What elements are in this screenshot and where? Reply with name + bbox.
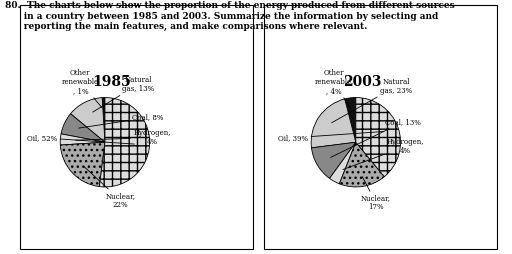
Wedge shape xyxy=(60,134,105,145)
Wedge shape xyxy=(61,114,105,142)
Wedge shape xyxy=(60,142,105,187)
Wedge shape xyxy=(102,98,105,142)
Text: Oil, 39%: Oil, 39% xyxy=(278,132,383,142)
Text: Oil, 52%: Oil, 52% xyxy=(27,134,134,144)
Wedge shape xyxy=(339,142,385,187)
Text: Nuclear,
17%: Nuclear, 17% xyxy=(361,177,391,211)
Text: Coal, 13%: Coal, 13% xyxy=(331,118,421,157)
Wedge shape xyxy=(99,98,150,187)
Wedge shape xyxy=(330,142,356,184)
Text: 80.  The charts below show the proportion of the energy produced from different : 80. The charts below show the proportion… xyxy=(5,1,455,31)
Wedge shape xyxy=(311,99,356,148)
Text: 1985: 1985 xyxy=(92,75,131,89)
Text: Coal, 8%: Coal, 8% xyxy=(78,114,163,128)
Text: 2003: 2003 xyxy=(343,75,382,89)
Text: Natural
gas, 23%: Natural gas, 23% xyxy=(332,78,412,123)
Text: Hydrogen,
4%: Hydrogen, 4% xyxy=(76,129,170,146)
Text: Nuclear,
22%: Nuclear, 22% xyxy=(83,166,136,209)
Wedge shape xyxy=(311,142,356,178)
Text: Hydrogen,
4%: Hydrogen, 4% xyxy=(343,138,424,169)
Text: Natural
gas, 13%: Natural gas, 13% xyxy=(93,75,155,112)
Wedge shape xyxy=(71,98,105,142)
Text: Other
renewable
, 4%: Other renewable , 4% xyxy=(315,69,352,108)
Wedge shape xyxy=(356,98,400,177)
Text: Other
renewable
, 1%: Other renewable , 1% xyxy=(62,69,102,108)
Wedge shape xyxy=(345,98,356,142)
